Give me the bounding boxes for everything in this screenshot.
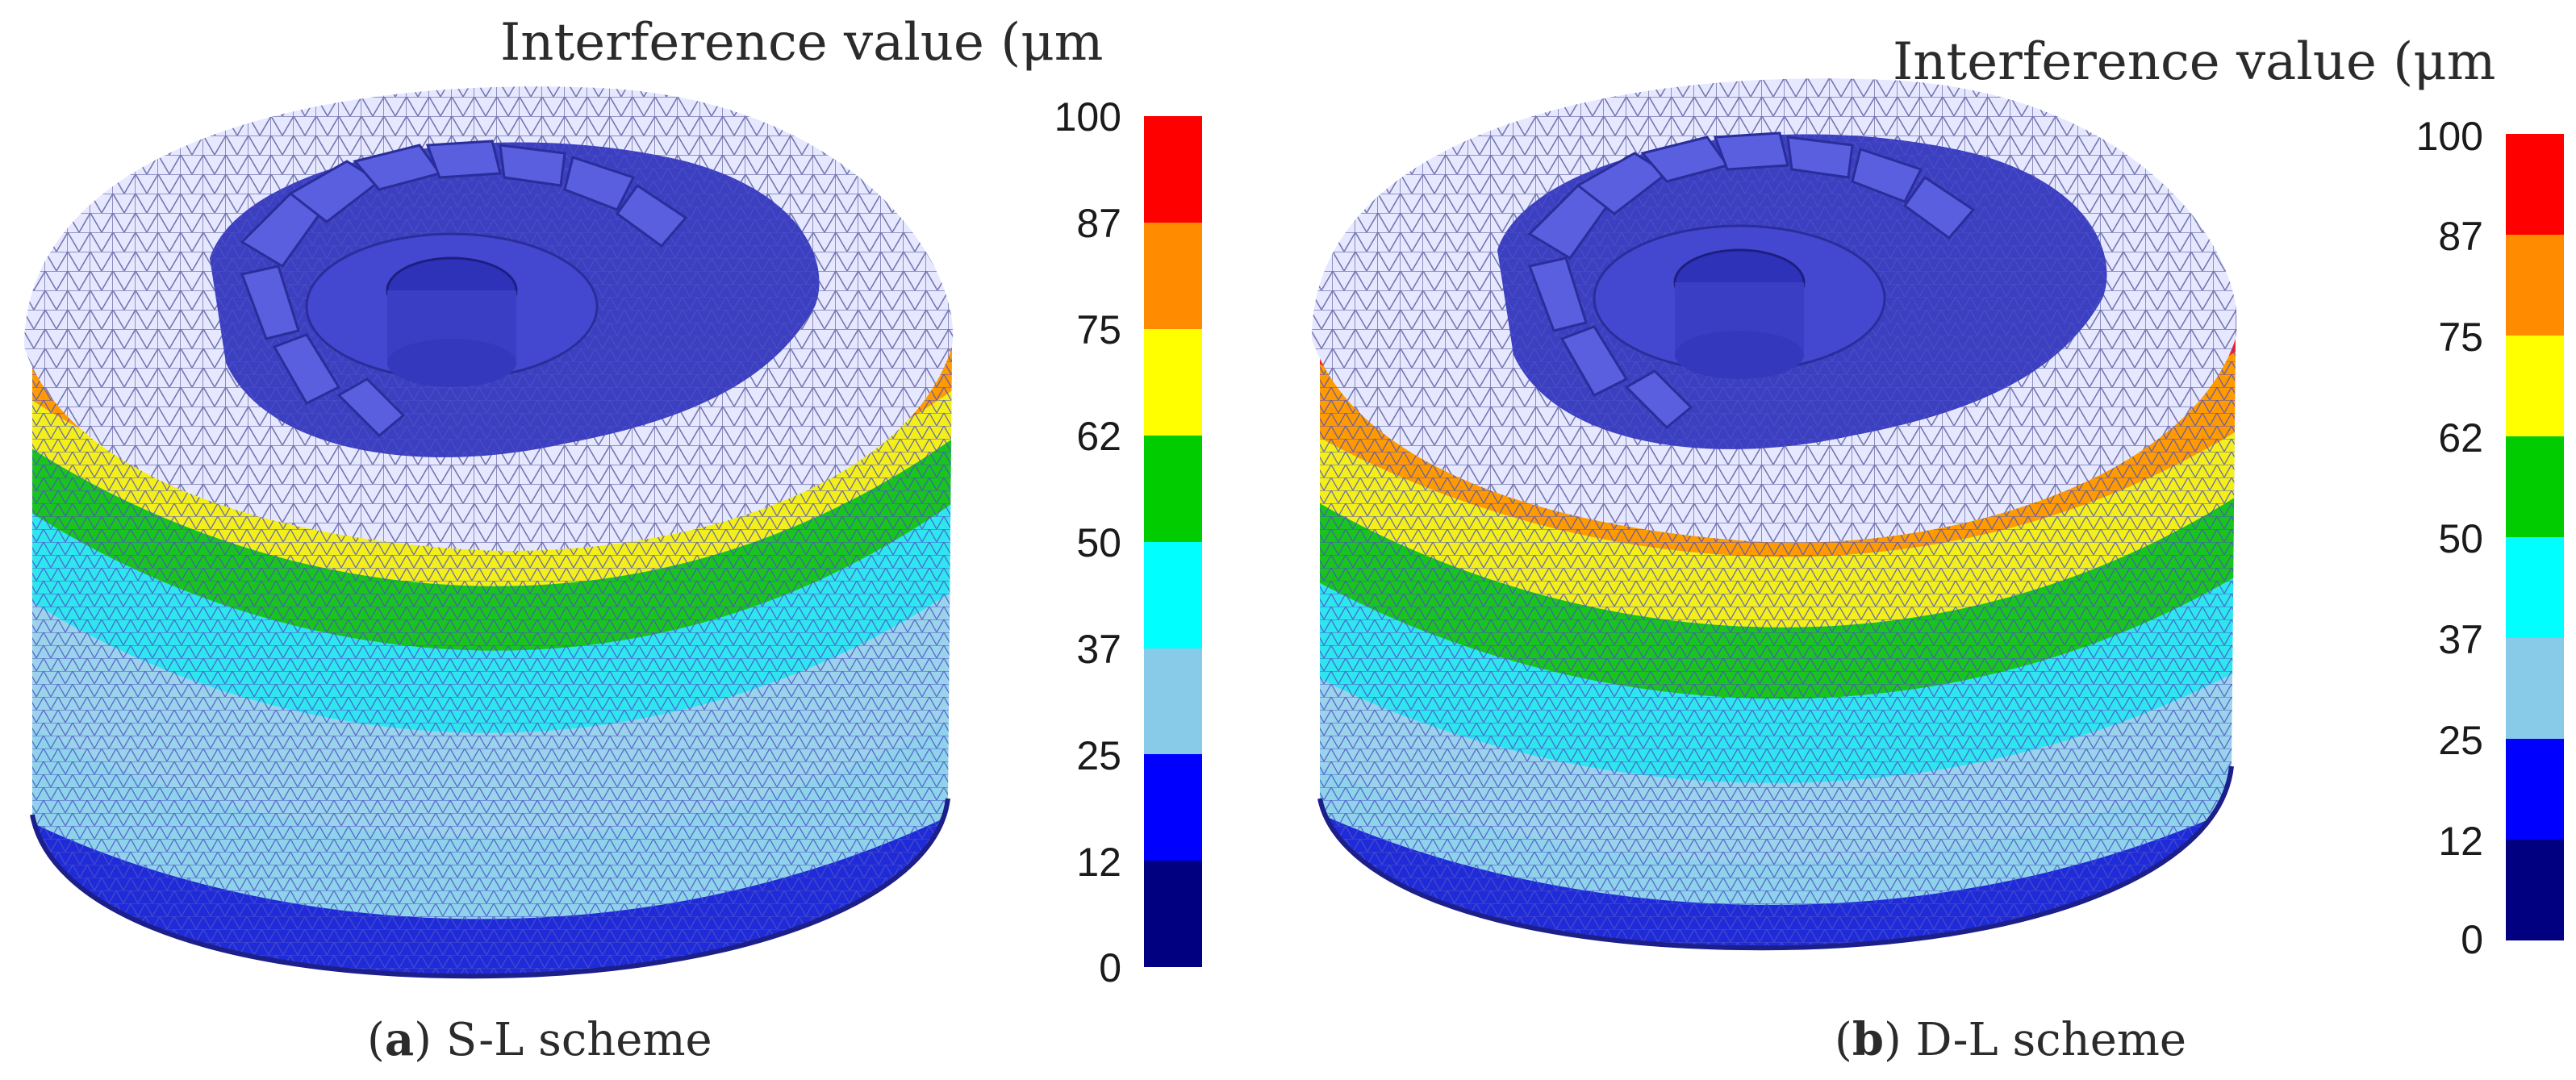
tick-label: 75 [2438,315,2483,360]
colorbar-segment-navy [1144,861,1202,967]
tick-label: 12 [1076,840,1121,885]
tick-label: 25 [2438,718,2483,763]
tick-label: 12 [2438,819,2483,864]
tick-label: 0 [1099,945,1121,990]
colorbar-segment-orange [1144,223,1202,329]
colorbar [1144,116,1202,967]
tick-label: 100 [2415,114,2483,159]
caption-letter: b [1852,1013,1885,1066]
colorbar-segment-blue [1144,754,1202,861]
colorbar [2506,134,2564,940]
tick-label: 0 [2461,917,2483,962]
tick-label: 87 [1076,201,1121,246]
panel-s-l-scheme: Interference value (μm 100 87 75 62 50 3… [24,13,1202,1066]
tick-label: 62 [2438,415,2483,461]
gear-teeth [1527,131,1976,430]
legend-title: Interference value (μm [500,13,1104,73]
caption-letter: a [384,1013,415,1066]
colorbar-segment-lightblue [2506,638,2564,739]
panel-d-l-scheme: Interference value (μm 100 87 75 62 50 3… [1288,0,2576,1080]
fe-model-figure [24,86,954,979]
colorbar-segment-green [1144,436,1202,542]
tick-label: 50 [1076,520,1121,565]
tick-label: 62 [1076,414,1121,459]
tick-label: 25 [1076,733,1121,778]
tick-label: 50 [2438,516,2483,561]
tick-label: 37 [2438,617,2483,662]
colorbar-segment-yellow [1144,329,1202,436]
legend-title: Interference value (μm [1893,32,2496,92]
colorbar-segment-red [2506,134,2564,235]
caption-text: S-L scheme [432,1014,712,1066]
tick-label: 75 [1076,307,1121,352]
colorbar-segment-navy [2506,840,2564,940]
colorbar-segment-red [1144,116,1202,223]
colorbar-segment-blue [2506,739,2564,840]
colorbar-segment-lightblue [1144,648,1202,754]
colorbar-segment-orange [2506,235,2564,336]
caption: (a) S-L scheme [367,1013,712,1066]
tick-label: 87 [2438,214,2483,259]
colorbar-segment-cyan [2506,537,2564,638]
caption: (b) D-L scheme [1835,1013,2187,1066]
tick-label: 100 [1054,94,1121,140]
fe-model-figure [1312,78,2237,951]
colorbar-segment-yellow [2506,336,2564,436]
gear-teeth [240,140,688,438]
tick-label: 37 [1076,627,1121,672]
caption-text: D-L scheme [1901,1014,2187,1066]
colorbar-segment-cyan [1144,542,1202,648]
colorbar-segment-green [2506,436,2564,537]
